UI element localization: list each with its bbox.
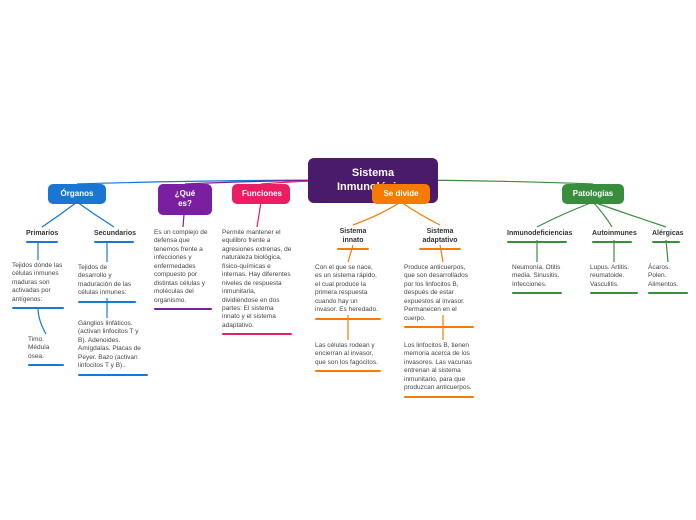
sub-node: Autoinmunes xyxy=(588,227,636,245)
branch-funciones: Funciones xyxy=(232,184,290,204)
leaf-text: Gánglios linfáticos. (activan linfocitos… xyxy=(78,318,148,378)
leaf-text: Timo. Médula ósea. xyxy=(28,334,64,368)
leaf-text: Produce anticuerpos, que son desarrollad… xyxy=(404,262,474,330)
leaf-text: Neumonía. Otitis media. Sinusitis. Infec… xyxy=(512,262,562,296)
branch-organos: Órganos xyxy=(48,184,106,204)
sub-node: Inmunodeficiencias xyxy=(503,227,571,245)
leaf-text: Los linfocitos B, tienen memoria acerca … xyxy=(404,340,474,400)
leaf-text: Lupus. Artitis. reumatoide. Vasculitis. xyxy=(590,262,638,296)
branch-quees: ¿Qué es? xyxy=(158,184,212,215)
branch-patologias: Patologías xyxy=(562,184,624,204)
sub-node: Sistema adaptativo xyxy=(415,225,465,252)
sub-node: Secundarios xyxy=(90,227,138,245)
leaf-text: Ácaros. Polen. Alimentos. xyxy=(648,262,688,296)
leaf-text: Las células rodean y encierran al invaso… xyxy=(315,340,381,374)
sub-node: Primarios xyxy=(22,227,62,245)
sub-node: Alérgicas xyxy=(648,227,684,245)
leaf-text: Es un complejo de defensa que tenemos fr… xyxy=(154,227,212,312)
leaf-text: Tejidos de desarrollo y maduración de la… xyxy=(78,262,136,305)
sub-node: Sistema innato xyxy=(333,225,373,252)
leaf-text: Tejidos dónde las células inmunes madura… xyxy=(12,260,64,311)
connector-layer xyxy=(0,0,696,520)
leaf-text: Con el que se nace, es un sistema rápido… xyxy=(315,262,381,322)
branch-sedivide: Se divide xyxy=(372,184,430,204)
leaf-text: Permite mantener el equilibro frente a a… xyxy=(222,227,292,337)
